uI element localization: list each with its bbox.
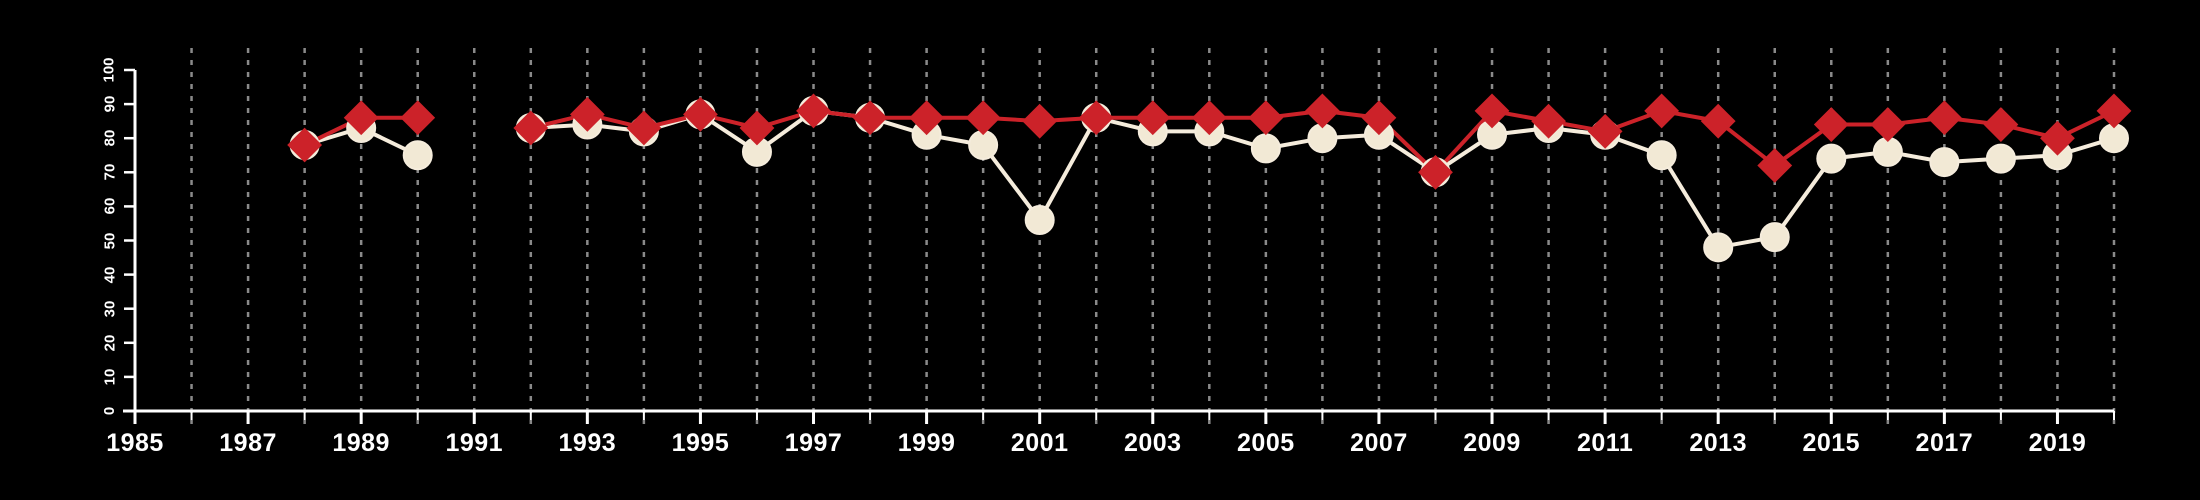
data-point-series-red-diamond-1998 bbox=[852, 100, 888, 136]
data-point-series-red-diamond-1997 bbox=[796, 93, 831, 129]
data-point-series-red-diamond-1988 bbox=[287, 127, 323, 163]
data-point-series-red-diamond-1992 bbox=[513, 110, 549, 146]
data-point-series-red-diamond-1990 bbox=[400, 100, 436, 136]
data-point-series-red-diamond-2020 bbox=[2096, 93, 2132, 129]
data-point-series-red-diamond-2019 bbox=[2040, 120, 2075, 156]
data-point-series-cream-circle-2000 bbox=[968, 130, 999, 161]
data-point-series-red-diamond-2005 bbox=[1248, 100, 1284, 136]
data-point-series-cream-circle-2020 bbox=[2099, 123, 2129, 154]
data-point-series-red-diamond-2013 bbox=[1700, 103, 1736, 139]
data-point-series-cream-circle-1990 bbox=[402, 140, 433, 171]
data-point-series-cream-circle-2014 bbox=[1759, 222, 1790, 253]
data-point-series-cream-circle-2013 bbox=[1703, 232, 1734, 263]
data-point-series-cream-circle-2016 bbox=[1872, 136, 1903, 167]
data-point-series-red-diamond-2017 bbox=[1926, 100, 1962, 136]
data-point-series-red-diamond-2018 bbox=[1983, 107, 2019, 142]
data-point-series-red-diamond-2004 bbox=[1191, 100, 1227, 136]
data-point-series-red-diamond-1999 bbox=[909, 100, 945, 136]
data-point-series-cream-circle-2018 bbox=[1985, 143, 2016, 174]
series-markers-group bbox=[287, 93, 2132, 263]
data-point-series-red-diamond-2000 bbox=[965, 100, 1001, 136]
data-point-series-red-diamond-2001 bbox=[1022, 103, 1058, 139]
data-point-series-red-diamond-2014 bbox=[1757, 148, 1793, 183]
data-point-series-cream-circle-2001 bbox=[1024, 205, 1055, 236]
data-point-series-cream-circle-2005 bbox=[1250, 133, 1281, 164]
data-point-series-red-diamond-1996 bbox=[739, 110, 775, 146]
data-point-series-red-diamond-1994 bbox=[626, 110, 662, 146]
data-point-series-cream-circle-2017 bbox=[1929, 147, 1960, 178]
data-point-series-red-diamond-2015 bbox=[1813, 107, 1849, 142]
data-point-series-cream-circle-2015 bbox=[1816, 143, 1847, 174]
data-point-series-cream-circle-2012 bbox=[1646, 140, 1677, 171]
data-point-series-red-diamond-2003 bbox=[1135, 100, 1171, 136]
data-point-series-red-diamond-2012 bbox=[1644, 93, 1680, 129]
data-point-series-red-diamond-2007 bbox=[1361, 100, 1397, 136]
data-point-series-red-diamond-1989 bbox=[343, 100, 379, 136]
data-point-series-red-diamond-1993 bbox=[569, 96, 605, 132]
data-point-series-red-diamond-2011 bbox=[1587, 113, 1623, 149]
data-point-series-red-diamond-2002 bbox=[1078, 100, 1114, 136]
data-point-series-red-diamond-2006 bbox=[1304, 93, 1340, 129]
data-point-series-red-diamond-1995 bbox=[683, 96, 718, 132]
data-point-series-cream-circle-2006 bbox=[1307, 123, 1338, 154]
data-point-series-red-diamond-2010 bbox=[1531, 103, 1566, 139]
data-point-series-red-diamond-2016 bbox=[1870, 107, 1906, 142]
axis-ticks-group bbox=[124, 68, 2115, 424]
data-point-series-red-diamond-2008 bbox=[1418, 154, 1453, 190]
data-point-series-red-diamond-2009 bbox=[1474, 93, 1510, 129]
